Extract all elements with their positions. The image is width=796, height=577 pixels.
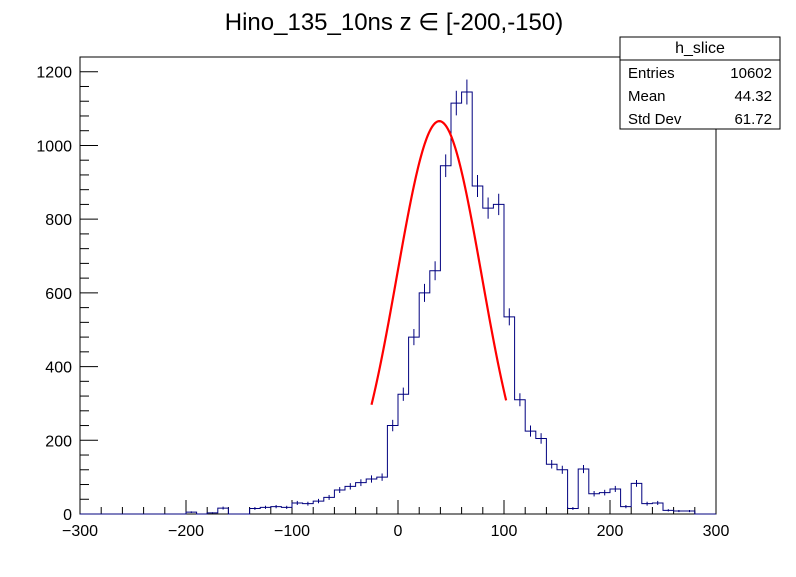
stats-entries-label: Entries — [628, 65, 675, 82]
gaussian-fit — [370, 120, 508, 406]
stats-stddev-label: Std Dev — [628, 111, 682, 128]
y-tick-label: 600 — [45, 286, 72, 303]
x-tick-label: 300 — [703, 523, 730, 540]
y-tick-label: 1200 — [36, 65, 72, 82]
y-tick-label: 400 — [45, 360, 72, 377]
y-tick-label: 1000 — [36, 138, 72, 155]
stats-box-title: h_slice — [675, 40, 725, 57]
x-tick-label: 200 — [597, 523, 624, 540]
stats-mean-value: 44.32 — [734, 88, 772, 105]
fit-curve — [370, 120, 508, 406]
y-tick-label: 800 — [45, 212, 72, 229]
stats-entries-value: 10602 — [730, 65, 772, 82]
y-axis: 0 200 400 600 800 1000 1200 — [36, 56, 98, 524]
x-tick-label: 0 — [394, 523, 403, 540]
y-tick-label: 0 — [63, 507, 72, 524]
x-axis: −300 −200 −100 0 100 200 300 — [62, 500, 729, 540]
stats-box: h_slice Entries 10602 Mean 44.32 Std Dev… — [619, 36, 781, 130]
histogram-outline — [80, 91, 716, 515]
x-tick-label: −300 — [62, 523, 98, 540]
stats-box-frame — [619, 36, 781, 130]
histogram — [80, 79, 716, 515]
stats-stddev-value: 61.72 — [734, 111, 772, 128]
stats-mean-label: Mean — [628, 88, 666, 105]
x-tick-label: −100 — [274, 523, 310, 540]
x-tick-label: 100 — [491, 523, 518, 540]
y-tick-label: 200 — [45, 433, 72, 450]
chart-title: Hino_135_10ns z ∈ [-200,-150) — [225, 9, 563, 36]
x-tick-label: −200 — [168, 523, 204, 540]
